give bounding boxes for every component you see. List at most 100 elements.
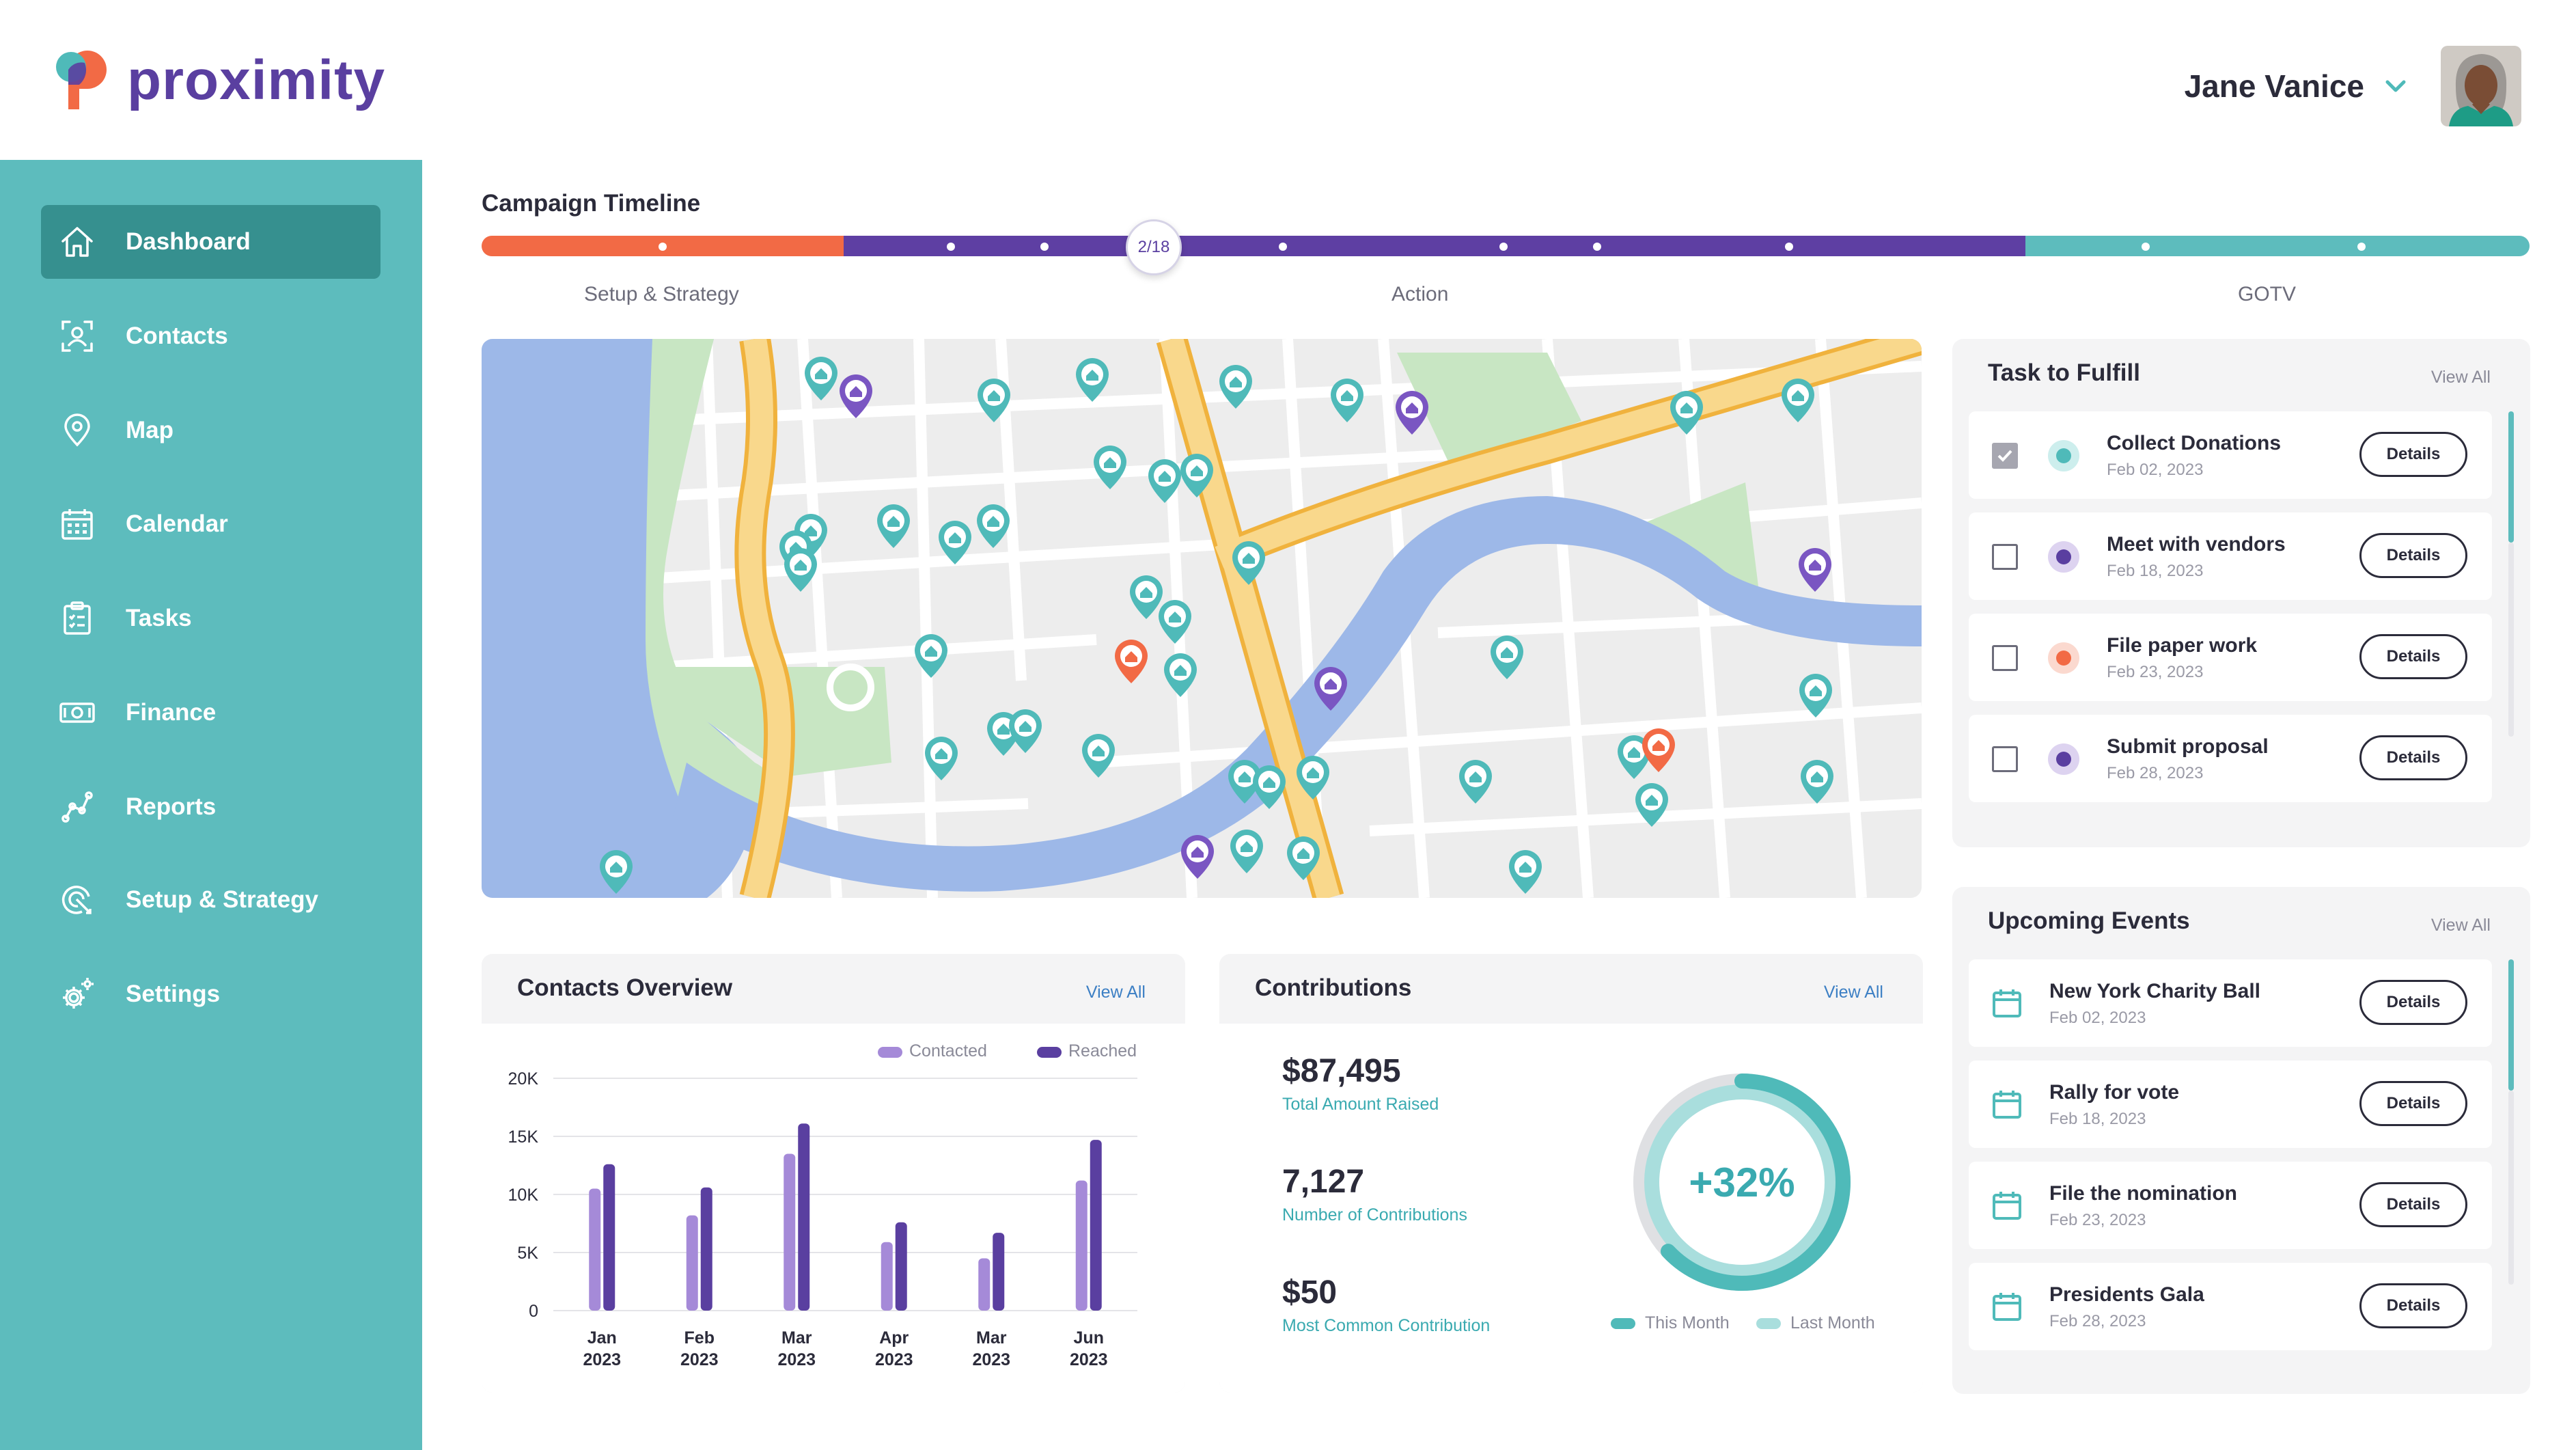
details-button[interactable]: Details bbox=[2359, 1081, 2467, 1126]
sidebar-item-tasks[interactable]: Tasks bbox=[41, 582, 380, 655]
card-title: Upcoming Events bbox=[1988, 907, 2190, 934]
x-tick-label: 2023 bbox=[972, 1350, 1010, 1369]
timeline-milestone[interactable] bbox=[1279, 243, 1287, 251]
scrollbar-track[interactable] bbox=[2508, 543, 2514, 737]
event-row: Rally for vote Feb 18, 2023 Details bbox=[1969, 1061, 2492, 1148]
task-checkbox[interactable] bbox=[1992, 443, 2018, 469]
details-button[interactable]: Details bbox=[2359, 980, 2467, 1025]
card-title: Task to Fulfill bbox=[1988, 359, 2140, 386]
scrollbar-track[interactable] bbox=[2508, 1091, 2514, 1285]
bar-reached bbox=[700, 1187, 712, 1311]
task-title: Collect Donations bbox=[2107, 432, 2282, 454]
timeline-milestone[interactable] bbox=[1785, 243, 1793, 251]
event-date: Feb 18, 2023 bbox=[2049, 1110, 2146, 1128]
view-all-link[interactable]: View All bbox=[1085, 983, 1146, 1002]
calendar-icon bbox=[61, 509, 93, 540]
legend-swatch bbox=[1756, 1317, 1781, 1329]
details-button[interactable]: Details bbox=[2359, 735, 2467, 780]
tasks-card: Task to Fulfill View All Collect Donatio… bbox=[1952, 339, 2530, 847]
event-row: File the nomination Feb 23, 2023 Details bbox=[1969, 1162, 2492, 1249]
total-raised-value: $87,495 bbox=[1282, 1053, 1401, 1089]
scrollbar-thumb[interactable] bbox=[2508, 959, 2514, 1091]
sidebar-item-reports[interactable]: Reports bbox=[41, 770, 380, 844]
timeline-milestone[interactable] bbox=[947, 243, 955, 251]
y-tick-label: 20K bbox=[508, 1069, 539, 1089]
sidebar-item-label: Finance bbox=[126, 699, 217, 726]
sidebar-item-contacts[interactable]: Contacts bbox=[41, 299, 380, 373]
timeline-title: Campaign Timeline bbox=[482, 190, 701, 217]
y-tick-label: 0 bbox=[529, 1302, 538, 1321]
user-menu[interactable]: Jane Vanice bbox=[2185, 42, 2521, 130]
sidebar-item-settings[interactable]: Settings bbox=[41, 957, 380, 1031]
event-title: Rally for vote bbox=[2049, 1081, 2180, 1104]
contribution-count-label: Number of Contributions bbox=[1282, 1205, 1467, 1225]
legend-label: This Month bbox=[1645, 1313, 1730, 1332]
details-button[interactable]: Details bbox=[2359, 1283, 2467, 1328]
map-canvas[interactable] bbox=[482, 339, 1922, 898]
task-checkbox[interactable] bbox=[1992, 544, 2018, 570]
x-tick-label: Apr bbox=[879, 1328, 909, 1348]
legend-last-month: Last Month bbox=[1756, 1313, 1875, 1333]
x-tick-label: 2023 bbox=[777, 1350, 816, 1369]
x-tick-label: Jun bbox=[1074, 1328, 1104, 1348]
x-tick-label: 2023 bbox=[680, 1350, 719, 1369]
timeline-current-marker[interactable]: 2/18 bbox=[1126, 219, 1182, 275]
card-header: Upcoming Events View All bbox=[1952, 887, 2530, 957]
sidebar-item-dashboard[interactable]: Dashboard bbox=[41, 205, 380, 279]
map-pin-icon bbox=[64, 413, 90, 447]
sidebar-item-label: Dashboard bbox=[126, 228, 251, 255]
scrollbar-thumb[interactable] bbox=[2508, 411, 2514, 543]
bar-contacted bbox=[881, 1242, 893, 1311]
timeline-milestone[interactable] bbox=[2357, 243, 2366, 251]
sidebar-item-finance[interactable]: Finance bbox=[41, 676, 380, 750]
timeline-milestone[interactable] bbox=[1499, 243, 1508, 251]
sidebar-item-label: Settings bbox=[126, 981, 221, 1007]
chevron-down-icon[interactable] bbox=[2382, 72, 2409, 100]
view-all-link[interactable]: View All bbox=[1823, 983, 1883, 1002]
task-date: Feb 28, 2023 bbox=[2107, 764, 2204, 782]
details-button[interactable]: Details bbox=[2359, 432, 2467, 477]
bar-reached bbox=[798, 1123, 810, 1311]
bar-contacted bbox=[978, 1258, 991, 1311]
event-title: New York Charity Ball bbox=[2049, 980, 2260, 1002]
task-row: Collect Donations Feb 02, 2023 Details bbox=[1969, 411, 2492, 499]
card-header: Contacts Overview View All bbox=[482, 954, 1185, 1024]
avatar[interactable] bbox=[2441, 46, 2521, 126]
timeline-milestone[interactable] bbox=[1040, 243, 1049, 251]
task-title: Meet with vendors bbox=[2107, 533, 2286, 556]
campaign-timeline[interactable] bbox=[482, 236, 2530, 256]
event-date: Feb 02, 2023 bbox=[2049, 1009, 2146, 1027]
timeline-milestone[interactable] bbox=[659, 243, 667, 251]
details-button[interactable]: Details bbox=[2359, 634, 2467, 679]
sidebar-item-map[interactable]: Map bbox=[41, 394, 380, 467]
bar-reached bbox=[603, 1164, 615, 1311]
bar-reached bbox=[895, 1222, 907, 1311]
task-checkbox[interactable] bbox=[1992, 645, 2018, 671]
timeline-milestone[interactable] bbox=[2142, 243, 2150, 251]
event-row: New York Charity Ball Feb 02, 2023 Detai… bbox=[1969, 959, 2492, 1047]
event-title: File the nomination bbox=[2049, 1182, 2237, 1205]
sidebar-item-calendar[interactable]: Calendar bbox=[41, 487, 380, 561]
task-checkbox[interactable] bbox=[1992, 746, 2018, 772]
sidebar-item-setup-strategy[interactable]: Setup & Strategy bbox=[41, 863, 380, 937]
view-all-link[interactable]: View All bbox=[2430, 916, 2491, 935]
timeline-milestone[interactable] bbox=[1593, 243, 1601, 251]
contacts-icon bbox=[61, 320, 93, 352]
event-row: Presidents Gala Feb 28, 2023 Details bbox=[1969, 1263, 2492, 1350]
campaign-map[interactable] bbox=[482, 339, 1922, 898]
legend-swatch bbox=[1611, 1317, 1635, 1329]
view-all-link[interactable]: View All bbox=[2430, 368, 2491, 387]
task-status-dot bbox=[2048, 440, 2079, 471]
timeline-segment-gotv bbox=[2025, 236, 2530, 256]
app-logo[interactable]: proximity bbox=[53, 46, 385, 115]
sidebar-item-label: Contacts bbox=[126, 323, 228, 349]
bar-reached bbox=[1090, 1140, 1102, 1311]
details-button[interactable]: Details bbox=[2359, 1182, 2467, 1227]
bar-contacted bbox=[589, 1188, 601, 1311]
calendar-icon bbox=[1993, 1091, 2021, 1119]
task-row: Submit proposal Feb 28, 2023 Details bbox=[1969, 715, 2492, 802]
calendar-icon bbox=[1993, 1293, 2021, 1321]
legend-swatch bbox=[878, 1047, 902, 1058]
details-button[interactable]: Details bbox=[2359, 533, 2467, 578]
task-row: Meet with vendors Feb 18, 2023 Details bbox=[1969, 512, 2492, 600]
